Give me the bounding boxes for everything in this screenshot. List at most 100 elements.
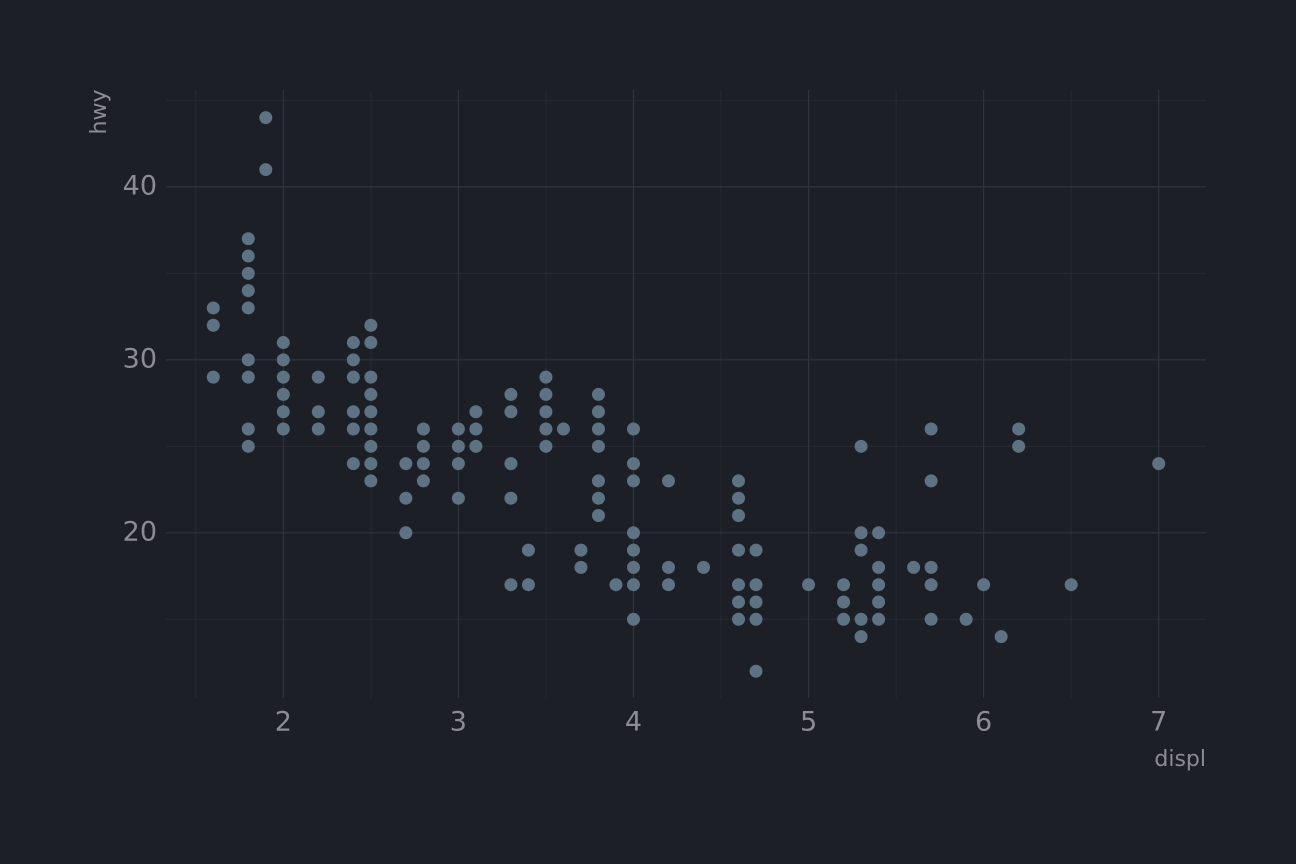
- point: [241, 266, 255, 280]
- point: [346, 370, 360, 384]
- point: [399, 491, 413, 505]
- y-tick-label: 20: [123, 516, 157, 547]
- point: [364, 439, 378, 453]
- point: [276, 336, 290, 350]
- point: [241, 370, 255, 384]
- point: [539, 439, 553, 453]
- point: [574, 560, 588, 574]
- point: [346, 405, 360, 419]
- point: [311, 405, 325, 419]
- point: [732, 595, 746, 609]
- point: [591, 422, 605, 436]
- point: [241, 439, 255, 453]
- point: [591, 387, 605, 401]
- point: [732, 578, 746, 592]
- point: [539, 422, 553, 436]
- point: [504, 457, 518, 471]
- point: [539, 370, 553, 384]
- point: [241, 232, 255, 246]
- point: [749, 595, 763, 609]
- point: [661, 578, 675, 592]
- point: [416, 457, 430, 471]
- point: [732, 509, 746, 523]
- point: [924, 560, 938, 574]
- point: [854, 612, 868, 626]
- point: [837, 612, 851, 626]
- point: [854, 526, 868, 540]
- point: [802, 578, 816, 592]
- point: [364, 370, 378, 384]
- point: [924, 422, 938, 436]
- point: [364, 336, 378, 350]
- point: [416, 439, 430, 453]
- point: [994, 630, 1008, 644]
- point: [591, 439, 605, 453]
- point: [697, 560, 711, 574]
- point: [977, 578, 991, 592]
- point: [346, 336, 360, 350]
- point: [241, 249, 255, 263]
- point: [451, 422, 465, 436]
- point: [241, 353, 255, 367]
- point: [416, 422, 430, 436]
- point: [276, 387, 290, 401]
- point: [451, 491, 465, 505]
- point: [346, 457, 360, 471]
- point: [469, 405, 483, 419]
- point: [872, 560, 886, 574]
- point: [626, 526, 640, 540]
- point: [732, 543, 746, 557]
- point: [749, 543, 763, 557]
- y-tick-label: 30: [123, 343, 157, 374]
- point: [364, 405, 378, 419]
- y-axis-title: hwy: [87, 90, 112, 135]
- x-tick-label: 5: [800, 707, 817, 738]
- point: [626, 474, 640, 488]
- point: [924, 474, 938, 488]
- point: [837, 595, 851, 609]
- point: [451, 457, 465, 471]
- point: [504, 578, 518, 592]
- point: [626, 560, 640, 574]
- point: [626, 543, 640, 557]
- x-tick-label: 6: [975, 707, 992, 738]
- point: [591, 491, 605, 505]
- point: [504, 405, 518, 419]
- point: [241, 284, 255, 298]
- x-tick-label: 2: [275, 707, 292, 738]
- point: [1012, 439, 1026, 453]
- point: [364, 387, 378, 401]
- point: [924, 612, 938, 626]
- point: [346, 353, 360, 367]
- point: [732, 612, 746, 626]
- point: [539, 387, 553, 401]
- point: [749, 578, 763, 592]
- point: [521, 578, 535, 592]
- point: [206, 318, 220, 332]
- point: [872, 612, 886, 626]
- point: [626, 612, 640, 626]
- point: [364, 422, 378, 436]
- point: [469, 439, 483, 453]
- x-tick-label: 3: [450, 707, 467, 738]
- point: [259, 111, 273, 125]
- point: [609, 578, 623, 592]
- point: [521, 543, 535, 557]
- point: [574, 543, 588, 557]
- point: [399, 457, 413, 471]
- point: [1064, 578, 1078, 592]
- point: [206, 301, 220, 315]
- point: [276, 405, 290, 419]
- point: [451, 439, 465, 453]
- point: [1152, 457, 1166, 471]
- point: [241, 301, 255, 315]
- point: [276, 370, 290, 384]
- x-axis-title: displ: [1154, 747, 1206, 772]
- point: [907, 560, 921, 574]
- point: [416, 474, 430, 488]
- point: [504, 387, 518, 401]
- point: [854, 543, 868, 557]
- point: [749, 612, 763, 626]
- point: [661, 474, 675, 488]
